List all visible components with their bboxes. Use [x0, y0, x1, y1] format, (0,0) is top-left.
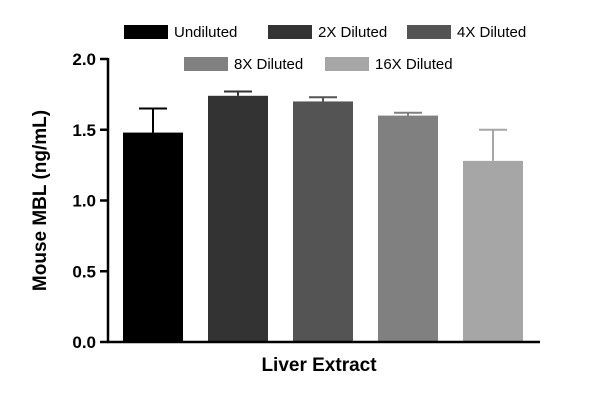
legend: Undiluted 2X Diluted 4X Diluted 8X Diluted 1… [124, 24, 526, 73]
bar-2x-diluted [208, 95, 268, 342]
y-tick-label: 0.0 [72, 333, 96, 352]
y-axis-title: Mouse MBL (ng/mL) [30, 110, 51, 291]
legend-label: 16X Diluted [375, 56, 453, 73]
legend-swatch [325, 57, 369, 71]
y-ticks: 0.0 0.5 1.0 1.5 2.0 [72, 50, 108, 352]
y-tick-label: 0.5 [72, 262, 96, 281]
legend-label: 8X Diluted [234, 56, 303, 73]
bars [123, 90, 523, 342]
bar-8x-diluted [378, 115, 438, 342]
legend-label: Undiluted [174, 24, 237, 41]
bar-16x-diluted [463, 160, 523, 342]
legend-label: 2X Diluted [318, 24, 387, 41]
legend-swatch [184, 57, 228, 71]
bar-4x-diluted [293, 101, 353, 342]
y-tick-label: 1.5 [72, 121, 96, 140]
legend-swatch [268, 25, 312, 39]
legend-swatch [124, 25, 168, 39]
y-tick-label: 2.0 [72, 50, 96, 69]
legend-swatch [407, 25, 451, 39]
x-axis-title: Liver Extract [261, 355, 377, 376]
axes: 0.0 0.5 1.0 1.5 2.0 [72, 50, 540, 352]
legend-label: 4X Diluted [457, 24, 526, 41]
bar-undiluted [123, 132, 183, 342]
y-tick-label: 1.0 [72, 192, 96, 211]
